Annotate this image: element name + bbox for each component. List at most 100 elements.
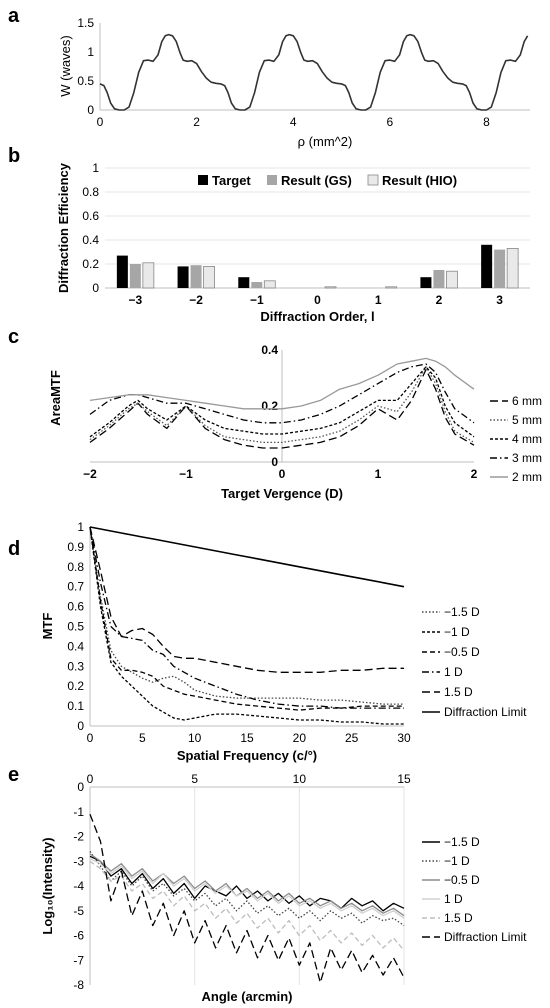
- panel-b-bar: [446, 270, 458, 289]
- panel-d-series-line: [89, 526, 405, 588]
- panel-d-legend-label: 1 D: [444, 665, 463, 679]
- panel-a-letter: a: [8, 5, 20, 27]
- panel-d-y-axis-label: MTF: [40, 613, 55, 640]
- panel-e-x-axis-label: Angle (arcmin): [201, 989, 292, 1004]
- panel-b-x-axis-label: Diffraction Order, l: [260, 309, 374, 324]
- panel-e-ytick-label: -8: [73, 978, 84, 992]
- panel-d-xtick-label: 10: [188, 731, 202, 745]
- panel-c-series-line: [89, 363, 475, 424]
- panel-d-xtick-label: 30: [397, 731, 411, 745]
- panel-e-ytick-label: -6: [73, 929, 84, 943]
- panel-b-bar: [190, 265, 202, 288]
- panel-d-ytick-label: 0.3: [67, 659, 84, 673]
- panel-b-bar: [238, 277, 250, 288]
- panel-c-series-line: [89, 366, 475, 438]
- panel-a-xtick-label: 8: [483, 115, 490, 129]
- panel-d-x-axis-label: Spatial Frequency (c/°): [177, 748, 317, 763]
- panel-d-ytick-label: 0.2: [67, 679, 84, 693]
- panel-a-ytick-label: 1.5: [77, 16, 94, 30]
- panel-d-series-line: [89, 526, 404, 709]
- panel-d-xtick-label: 5: [139, 731, 146, 745]
- panel-e-xtick-label: 5: [191, 772, 198, 786]
- panel-b-bar: [506, 247, 519, 289]
- panel-a-xtick-label: 2: [193, 115, 200, 129]
- panel-d-ytick-label: 0.4: [67, 639, 84, 653]
- panel-c-ytick-label: 0.4: [261, 343, 278, 357]
- panel-b-ytick-label: 1: [92, 161, 99, 175]
- panel-e-series-line: [89, 858, 405, 919]
- panel-d-legend-label: −1.5 D: [444, 605, 480, 619]
- panel-d-legend-label: Diffraction Limit: [444, 705, 527, 719]
- panel-b-category-label: 3: [496, 293, 503, 307]
- panel-c-legend-label: 6 mm: [512, 394, 542, 408]
- panel-b-bar: [324, 286, 337, 289]
- panel-b-letter: b: [8, 145, 20, 167]
- panel-c-xtick-label: −1: [179, 467, 193, 481]
- panel-e-series-line: [89, 853, 405, 917]
- panel-e-series-line: [89, 851, 405, 927]
- panel-b-legend-label: Result (GS): [281, 173, 352, 188]
- panel-c-xtick-label: 0: [279, 467, 286, 481]
- panel-b-legend-label: Result (HIO): [382, 173, 457, 188]
- panel-d-legend-label: −1 D: [444, 625, 470, 639]
- panel-a-ytick-label: 1: [87, 45, 94, 59]
- panel-e-legend-label: Diffraction Limit: [444, 930, 527, 944]
- panel-c-legend-label: 3 mm: [512, 451, 542, 465]
- panel-e-ytick-label: -5: [73, 904, 84, 918]
- panel-d-legend-label: −0.5 D: [444, 645, 480, 659]
- panel-e-legend-label: 1.5 D: [444, 911, 473, 925]
- panel-b-ytick-label: 0.2: [82, 257, 99, 271]
- panel-e-xtick-label: 0: [87, 772, 94, 786]
- panel-b-bar: [494, 249, 506, 288]
- panel-d-xtick-label: 20: [293, 731, 307, 745]
- panel-e-series-line: [89, 860, 405, 951]
- panel-b-legend-swatch: [367, 174, 379, 186]
- panel-a-ytick-label: 0.5: [77, 74, 94, 88]
- panel-c-series-line: [89, 368, 475, 449]
- panel-a-y-axis-label: W (waves): [58, 35, 73, 96]
- panel-e-ytick-label: -3: [73, 854, 84, 868]
- panel-e-series-line: [89, 855, 405, 912]
- panel-e-xtick-label: 15: [397, 772, 411, 786]
- panel-c-ytick-label: 0: [271, 455, 278, 469]
- panel-c-series-line: [89, 366, 475, 444]
- panel-d-ytick-label: 0.9: [67, 540, 84, 554]
- panel-d-legend-label: 1.5 D: [444, 685, 473, 699]
- panel-e-letter: e: [8, 764, 19, 786]
- panel-a-xtick-label: 0: [97, 115, 104, 129]
- panel-e-ytick-label: -7: [73, 953, 84, 967]
- panel-a-xtick-label: 6: [387, 115, 394, 129]
- panel-b-bar: [481, 244, 493, 288]
- panel-e-ytick-label: 0: [77, 780, 84, 794]
- panel-c-y-axis-label: AreaMTF: [48, 370, 63, 426]
- panel-d-ytick-label: 0.5: [67, 620, 84, 634]
- panel-e-ytick-label: -2: [73, 830, 84, 844]
- panel-a-x-axis-label: ρ (mm^2): [298, 134, 353, 149]
- panel-c-chart: c 0 0.2 0.4 −2 −1 0 1 2 Target Vergence (D) AreaMT…: [8, 326, 542, 501]
- panel-b-category-label: −3: [129, 293, 143, 307]
- panel-b-bar: [129, 264, 141, 288]
- panel-d-xtick-label: 15: [240, 731, 254, 745]
- panel-e-y-axis-label: Log₁₀(Intensity): [40, 837, 55, 934]
- panel-c-series-line: [89, 357, 475, 410]
- panel-d-xtick-label: 0: [87, 731, 94, 745]
- panel-e-chart: e 0 -1 -2 -3 -4 -5 -6 -7 -8 0 5 10 15 Angle (arcmin) Lo…: [8, 764, 527, 1004]
- panel-d-ytick-label: 0.8: [67, 560, 84, 574]
- panel-e-ytick-label: -1: [73, 805, 84, 819]
- panel-a-xtick-label: 4: [290, 115, 297, 129]
- panel-e-legend-label: −1 D: [444, 854, 470, 868]
- panel-d-letter: d: [8, 538, 20, 560]
- panel-b-bar: [385, 286, 398, 289]
- panel-d-xtick-label: 25: [345, 731, 359, 745]
- panel-e-ytick-label: -4: [73, 879, 84, 893]
- panel-c-letter: c: [8, 326, 19, 348]
- panel-b-bar: [263, 280, 276, 289]
- panel-b-bar: [420, 277, 432, 288]
- panel-c-xtick-label: −2: [83, 467, 97, 481]
- panel-b-bar: [177, 266, 189, 288]
- panel-b-ytick-label: 0: [92, 281, 99, 295]
- panel-a-chart: a 0 0.5 1 1.5 0 2 4 6 8 ρ (mm^2) W (waves): [8, 5, 530, 149]
- panel-d-series-line: [89, 526, 404, 705]
- panel-b-category-label: −1: [250, 293, 264, 307]
